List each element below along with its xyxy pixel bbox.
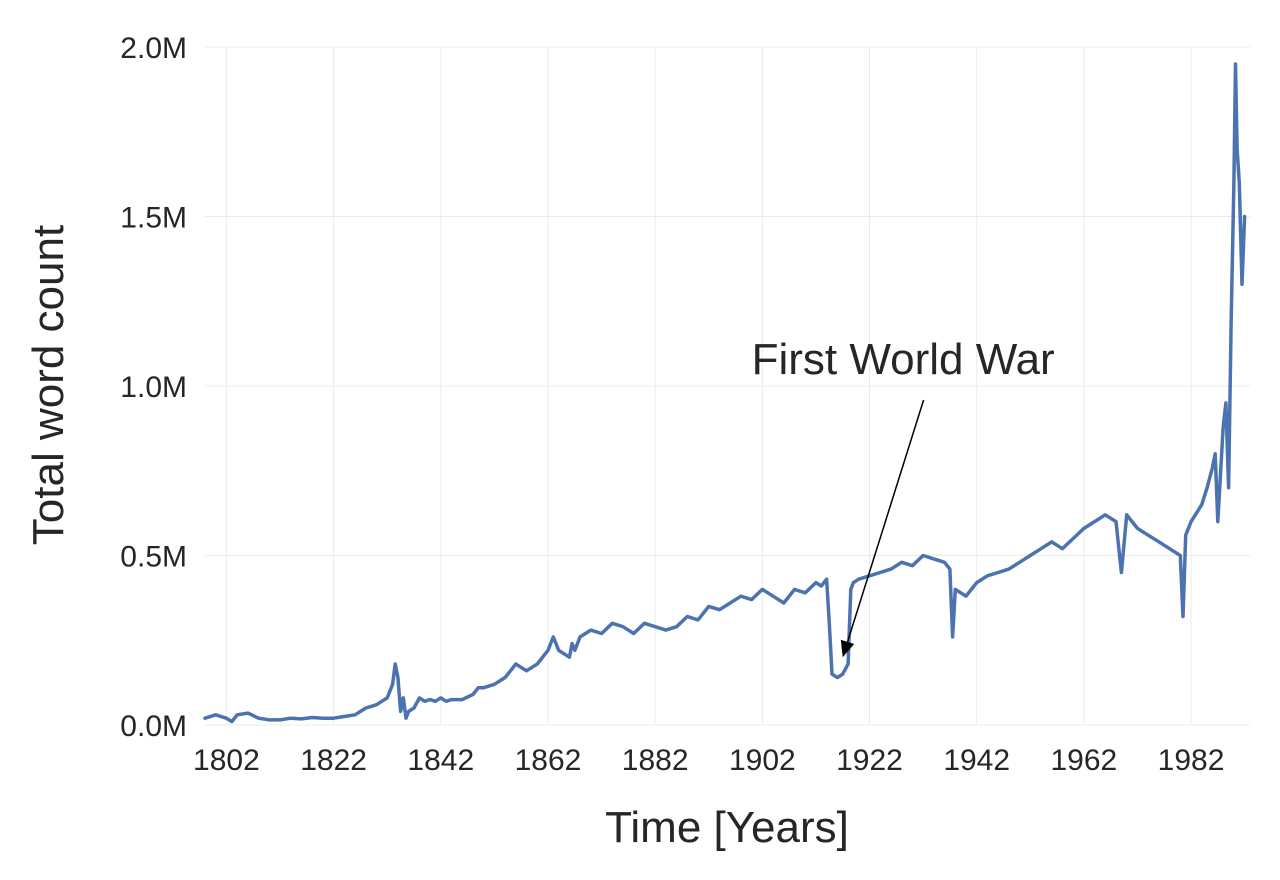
annotation-arrow-line (846, 399, 925, 643)
series-layer (203, 62, 1247, 724)
x-tick-label: 1882 (622, 744, 689, 777)
tick-labels: 1802 1822 1842 1862 1882 1902 1922 1942 1962 1982… (120, 32, 1224, 777)
x-tick-label: 1942 (943, 744, 1010, 777)
annotation-text: First World War (752, 335, 1055, 384)
annotation-arrowhead (840, 639, 855, 658)
y-tick-label: 2.0M (120, 32, 187, 65)
x-tick-label: 1922 (836, 744, 903, 777)
x-tick-label: 1902 (729, 744, 796, 777)
grid-lines (205, 46, 1250, 726)
y-tick-label: 1.5M (120, 202, 187, 235)
y-tick-label: 0.5M (120, 541, 187, 574)
x-tick-label: 1802 (193, 744, 260, 777)
x-tick-label: 1822 (300, 744, 367, 777)
x-tick-label: 1862 (515, 744, 582, 777)
x-axis-label: Time [Years] (605, 803, 849, 852)
x-tick-label: 1982 (1158, 744, 1225, 777)
y-axis-label: Total word count (24, 225, 73, 545)
y-tick-label: 0.0M (120, 710, 187, 743)
y-tick-label: 1.0M (120, 371, 187, 404)
series-line (203, 62, 1247, 724)
x-tick-label: 1842 (407, 744, 474, 777)
annotation-layer: First World War (752, 335, 1055, 658)
x-tick-label: 1962 (1050, 744, 1117, 777)
